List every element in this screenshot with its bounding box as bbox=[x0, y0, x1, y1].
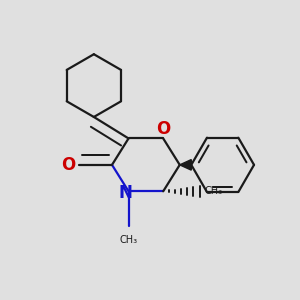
Polygon shape bbox=[180, 160, 191, 170]
Text: N: N bbox=[118, 184, 132, 202]
Text: O: O bbox=[61, 156, 75, 174]
Text: O: O bbox=[156, 120, 170, 138]
Text: CH₃: CH₃ bbox=[205, 186, 223, 196]
Text: CH₃: CH₃ bbox=[119, 235, 138, 245]
